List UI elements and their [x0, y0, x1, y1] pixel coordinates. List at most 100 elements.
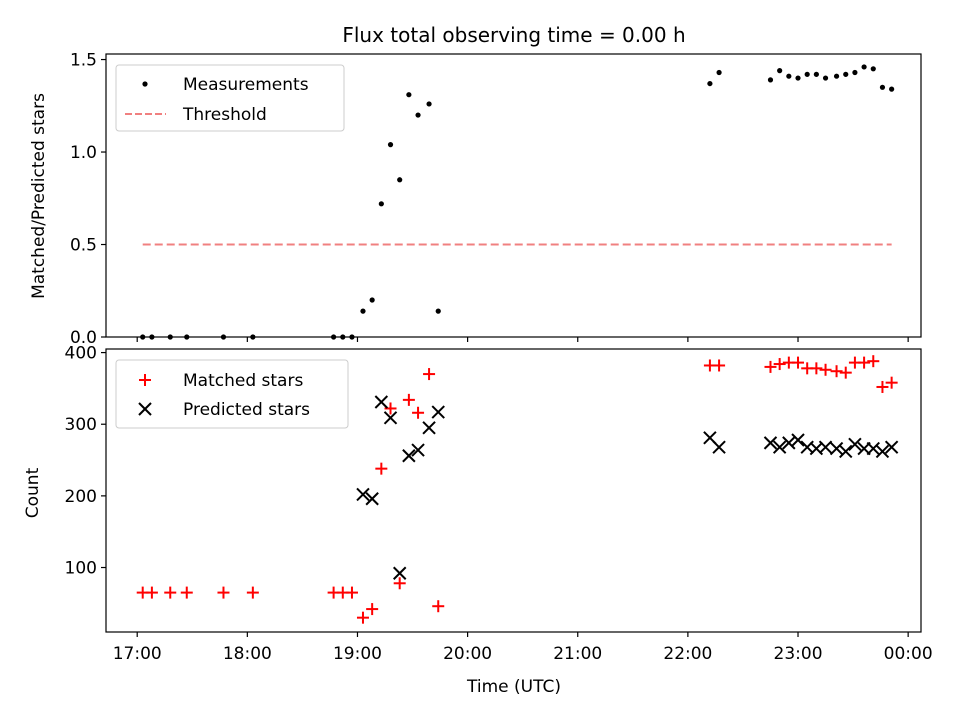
count-series: [136, 355, 899, 624]
predicted-star-point: [392, 566, 407, 580]
measurement-point: [167, 334, 173, 340]
matched-star-point: [764, 360, 777, 373]
matched-star-point: [830, 365, 843, 378]
predicted-star-point: [884, 440, 899, 454]
x-tick-label: 23:00: [774, 644, 823, 664]
legend-measurements-marker: [142, 81, 148, 87]
matched-star-point: [375, 462, 388, 475]
matched-star-point: [217, 586, 230, 599]
matched-star-point: [713, 359, 726, 372]
measurement-point: [435, 308, 441, 314]
ratio-y-tick-label: 1.0: [70, 143, 97, 163]
count-y-tick-label: 100: [65, 559, 97, 579]
matched-star-point: [858, 356, 871, 369]
predicted-star-point: [431, 405, 445, 419]
predicted-star-point: [365, 492, 379, 506]
matched-star-point: [432, 600, 445, 613]
measurement-point: [397, 177, 403, 183]
measurement-point: [767, 77, 774, 83]
predicted-star-point: [875, 444, 890, 459]
measurement-point: [406, 92, 412, 98]
ratio-legend: Measurements Threshold: [115, 64, 345, 132]
x-tick-label: 22:00: [663, 644, 712, 664]
matched-star-point: [366, 603, 379, 616]
measurement-point: [786, 73, 792, 79]
count-legend: Matched stars Predicted stars: [115, 359, 349, 429]
predicted-star-point: [763, 436, 778, 450]
matched-star-point: [393, 577, 406, 590]
matched-star-point: [164, 586, 177, 599]
predicted-star-point: [839, 444, 853, 459]
measurement-point: [707, 80, 713, 87]
measurement-point: [415, 112, 421, 118]
predicted-star-point: [772, 440, 787, 454]
x-tick-label: 19:00: [333, 644, 382, 664]
matched-star-point: [773, 358, 786, 371]
legend-matched-marker: [139, 374, 151, 386]
ratio-series: [140, 64, 895, 340]
count-legend-box: [115, 359, 349, 429]
predicted-star-point: [383, 411, 398, 425]
figure-title: Flux total observing time = 0.00 h: [342, 23, 685, 47]
predicted-star-point: [848, 437, 862, 451]
matched-star-point: [246, 586, 259, 599]
predicted-star-point: [422, 421, 436, 435]
ratio-y-tick-label: 1.5: [70, 51, 97, 71]
count-panel: 100 200 300 400 17:00 18:00 19:00 20:00 21:00 22…: [23, 344, 933, 697]
measurement-point: [870, 66, 876, 72]
count-y-tick-label: 400: [65, 344, 97, 364]
matched-star-point: [819, 363, 832, 376]
measurement-point: [716, 69, 722, 76]
ratio-y-tick-label: 0.0: [70, 328, 97, 348]
predicted-star-point: [782, 436, 796, 450]
x-tick-label: 20:00: [443, 644, 492, 664]
measurement-point: [220, 334, 227, 340]
measurement-point: [795, 75, 801, 81]
measurement-point: [889, 86, 895, 92]
measurement-point: [426, 101, 432, 107]
x-tick-label: 00:00: [884, 644, 933, 664]
count-y-axis-label: Count: [23, 467, 43, 518]
count-x-ticks: 17:00 18:00 19:00 20:00 21:00 22:00 23:00 00:00: [113, 632, 933, 664]
predicted-star-point: [866, 441, 880, 456]
matched-star-point: [423, 368, 436, 381]
measurement-point: [777, 68, 783, 74]
measurement-point: [360, 308, 366, 314]
count-y-tick-label: 200: [65, 487, 97, 507]
matched-star-point: [402, 393, 415, 406]
ratio-y-axis-label: Matched/Predicted stars: [29, 93, 49, 299]
measurement-point: [387, 142, 394, 148]
count-y-ticks: 100 200 300 400: [65, 344, 106, 579]
matched-star-point: [345, 586, 358, 599]
ratio-x-ticks: [136, 337, 909, 342]
measurement-point: [250, 334, 256, 340]
matched-star-point: [867, 355, 880, 368]
measurement-point: [852, 69, 858, 76]
legend-matched-label: Matched stars: [183, 371, 303, 391]
measurement-point: [184, 334, 190, 340]
matched-star-point: [839, 366, 852, 379]
predicted-star-point: [411, 443, 425, 457]
predicted-star-point: [829, 441, 844, 456]
legend-predicted-marker: [138, 402, 152, 416]
measurement-point: [879, 84, 886, 90]
measurement-point: [813, 71, 819, 77]
predicted-star-point: [818, 440, 833, 454]
measurement-point: [843, 71, 849, 77]
measurement-point: [349, 334, 355, 340]
matched-star-point: [180, 586, 193, 599]
x-tick-label: 17:00: [113, 644, 162, 664]
count-panel-frame: [105, 348, 922, 633]
predicted-star-point: [374, 395, 389, 409]
x-tick-label: 18:00: [223, 644, 272, 664]
matched-star-point: [356, 611, 369, 624]
predicted-star-point: [356, 487, 370, 502]
legend-threshold-label: Threshold: [182, 105, 267, 125]
measurement-point: [833, 73, 840, 79]
measurement-point: [378, 201, 384, 207]
matched-star-point: [792, 356, 805, 369]
legend-measurements-label: Measurements: [183, 75, 309, 95]
matched-star-point: [145, 586, 158, 599]
measurement-point: [340, 334, 346, 340]
measurement-point: [140, 334, 146, 340]
